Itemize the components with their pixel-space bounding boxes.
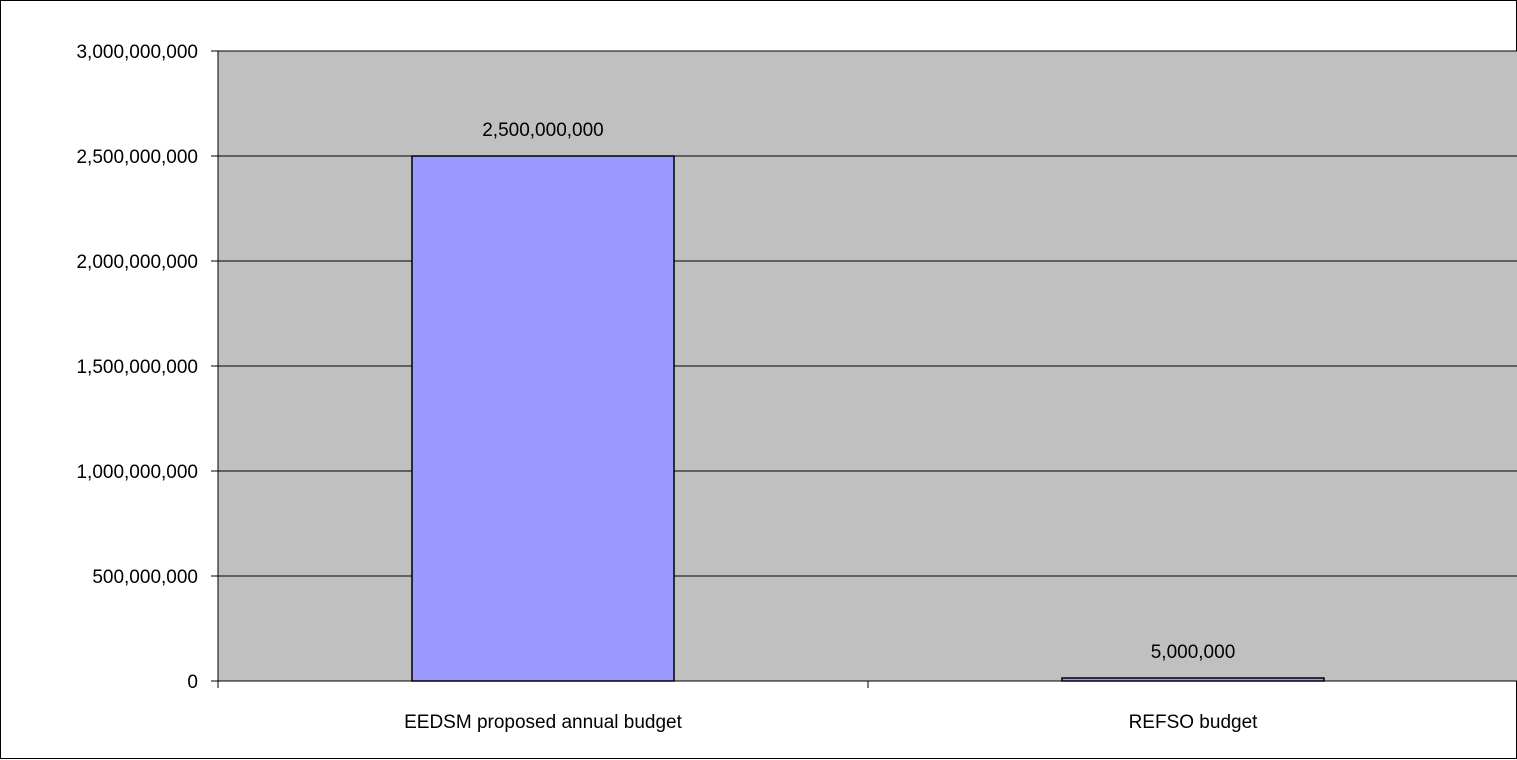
bars bbox=[411, 155, 1325, 682]
bar-data-label: 2,500,000,000 bbox=[482, 120, 604, 141]
y-tick-label: 2,000,000,000 bbox=[76, 252, 198, 273]
axes bbox=[211, 50, 1517, 688]
y-axis-tick-labels: 0 500,000,000 1,000,000,000 1,500,000,000 2,… bbox=[76, 42, 198, 693]
bar bbox=[411, 155, 675, 682]
y-tick-label: 1,500,000,000 bbox=[76, 357, 198, 378]
y-tick-label: 2,500,000,000 bbox=[76, 147, 198, 168]
y-tick-label: 0 bbox=[187, 672, 198, 693]
x-category-label: EEDSM proposed annual budget bbox=[404, 712, 683, 733]
x-axis-category-labels: EEDSM proposed annual budget REFSO budget bbox=[404, 712, 1258, 733]
data-labels: 2,500,000,000 5,000,000 bbox=[482, 120, 1235, 663]
x-category-label: REFSO budget bbox=[1129, 712, 1259, 733]
y-tick-label: 500,000,000 bbox=[92, 567, 198, 588]
y-tick-label: 3,000,000,000 bbox=[76, 42, 198, 63]
y-tick-label: 1,000,000,000 bbox=[76, 462, 198, 483]
bar-data-label: 5,000,000 bbox=[1151, 642, 1236, 663]
